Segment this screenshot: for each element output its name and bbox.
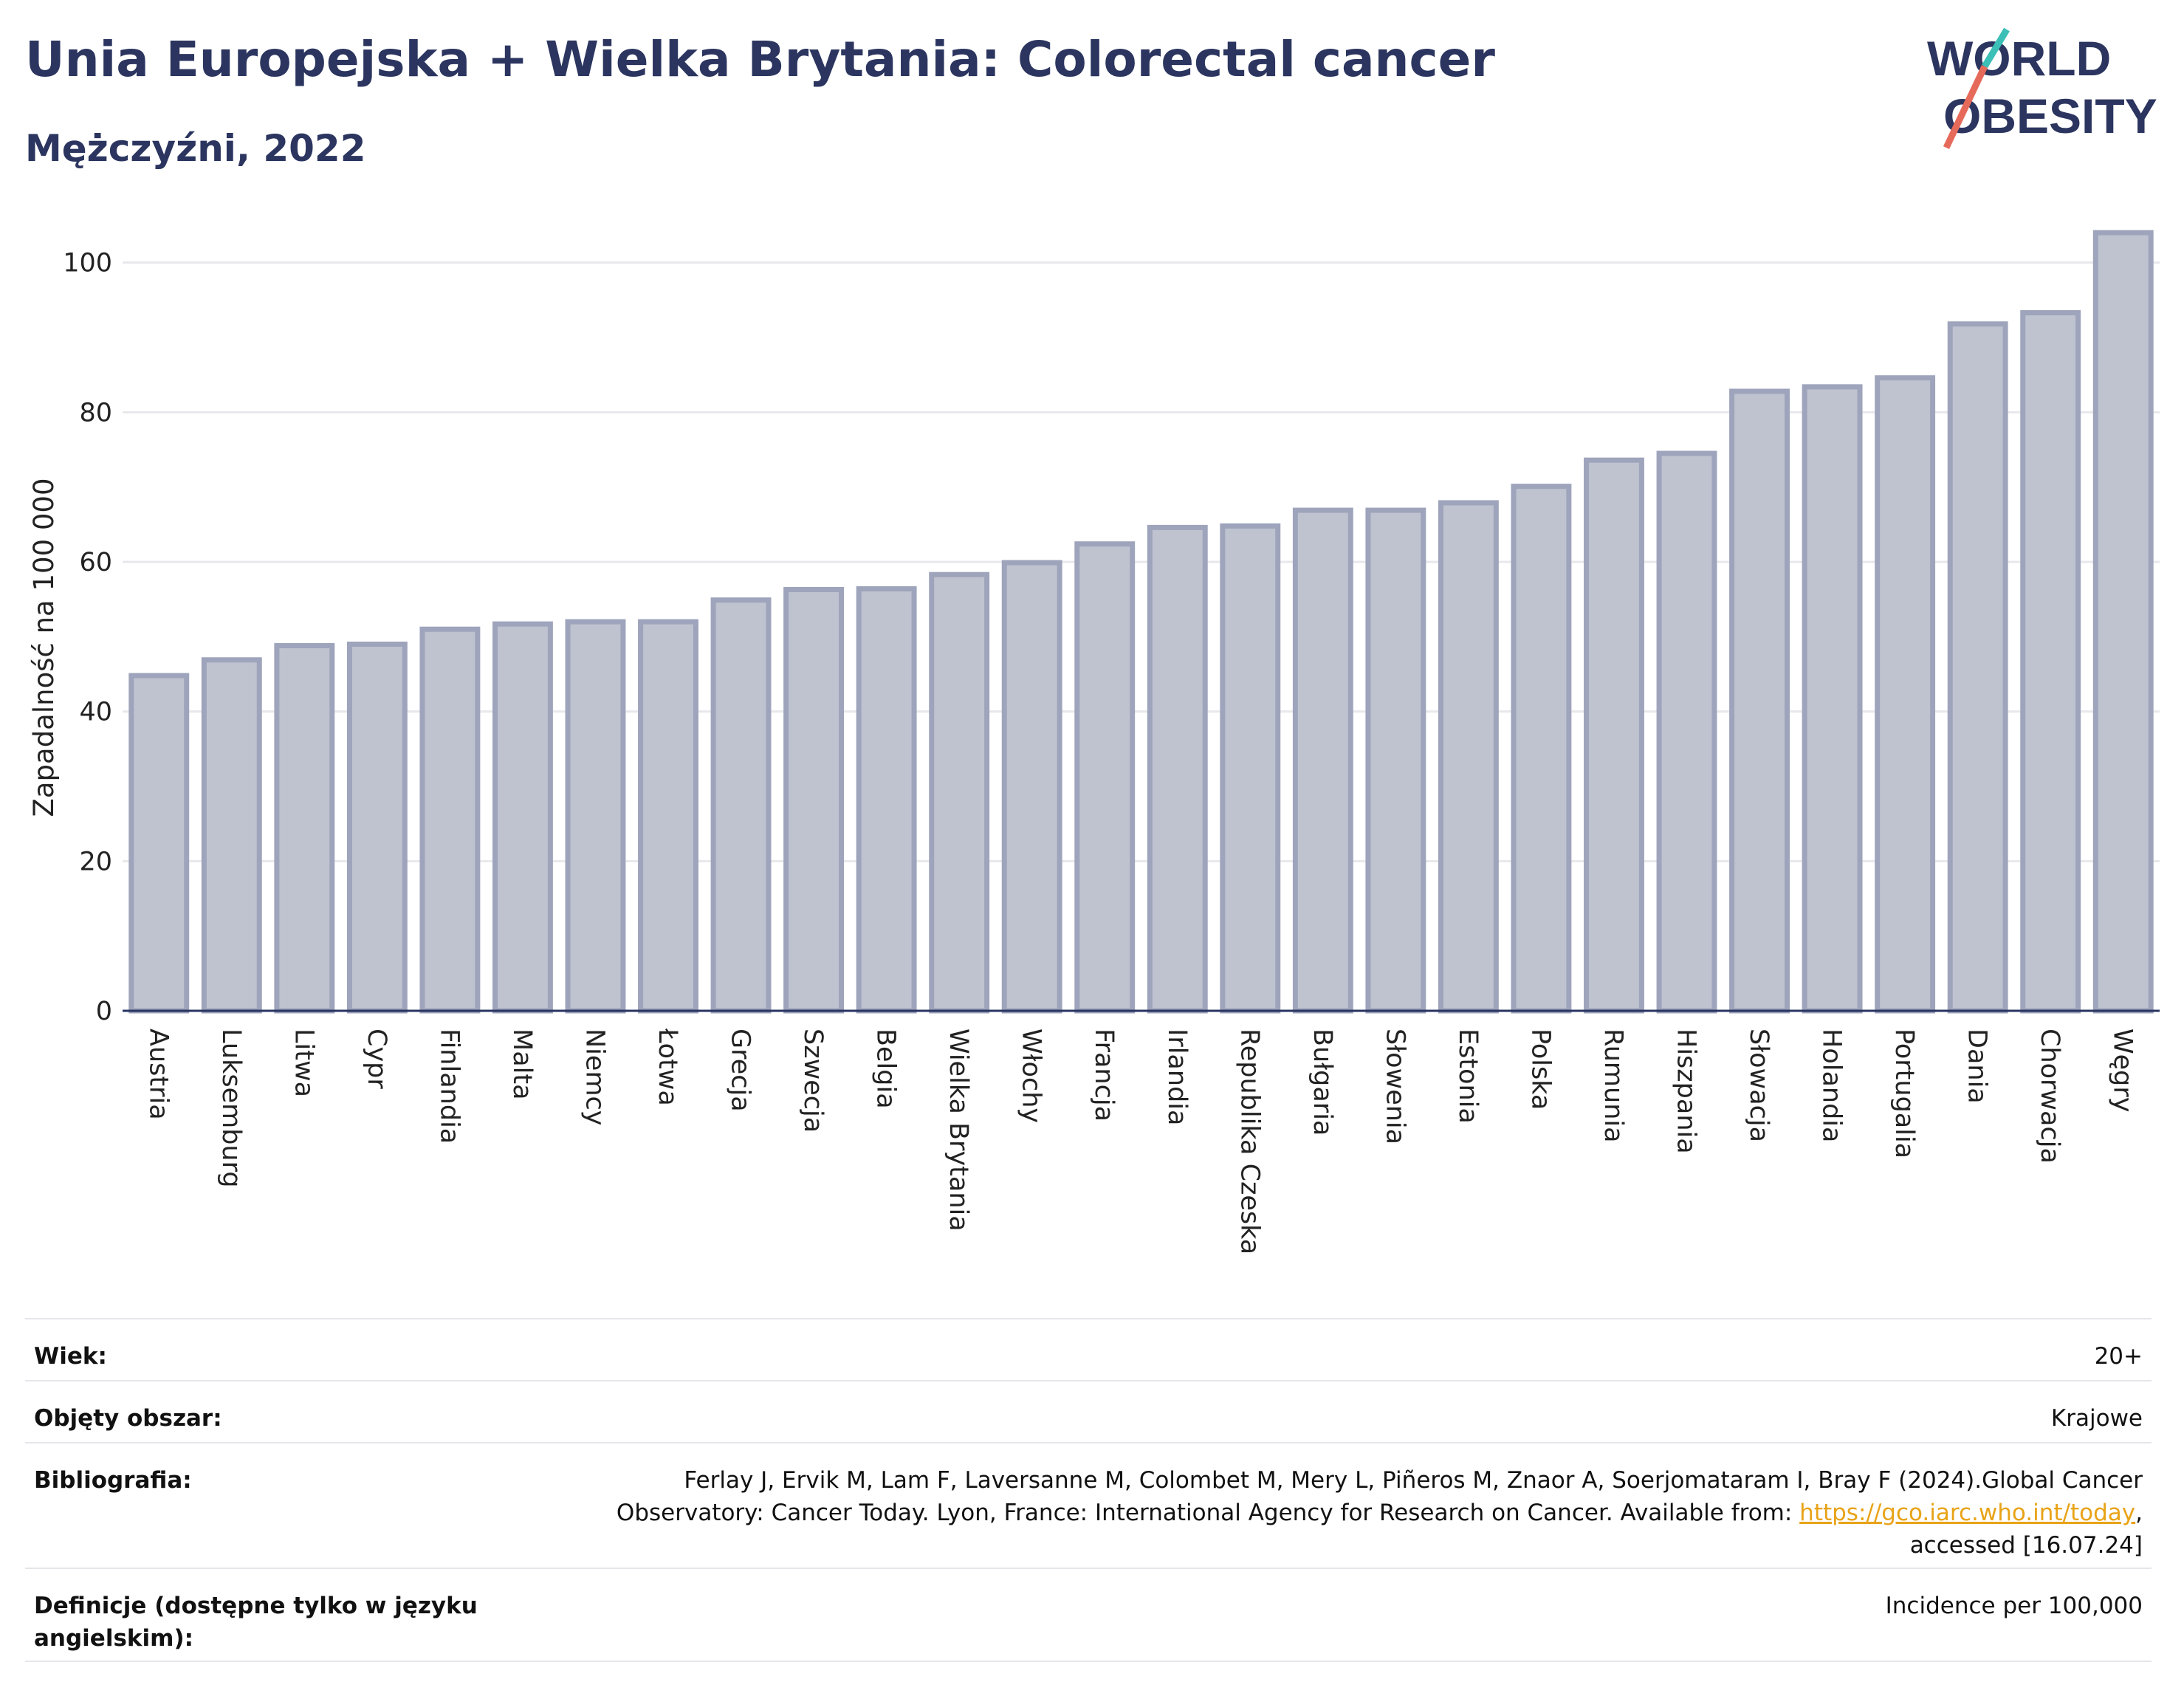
x-tick-label: Wielka Brytania	[944, 1029, 973, 1232]
bib-line2: Observatory: Cancer Today. Lyon, France:…	[617, 1497, 2143, 1529]
bar	[638, 619, 698, 1014]
bar	[274, 642, 335, 1014]
bar	[1365, 507, 1426, 1014]
y-tick-label: 100	[63, 249, 112, 278]
x-tick-label: Niemcy	[580, 1029, 609, 1126]
x-tick-label: Słowenia	[1380, 1029, 1409, 1144]
bar	[1074, 541, 1136, 1014]
bar	[1147, 524, 1208, 1014]
x-tick-label: Portugalia	[1889, 1029, 1919, 1158]
bar	[1220, 523, 1281, 1014]
meta-row-age: Wiek: 20+	[25, 1318, 2152, 1380]
x-tick-label: Chorwacja	[2035, 1029, 2064, 1164]
metadata-table: Wiek: 20+ Objęty obszar: Krajowe Bibliog…	[25, 1318, 2152, 1662]
meta-row-bibliography: Bibliografia: Ferlay J, Ervik M, Lam F, …	[25, 1442, 2152, 1568]
x-tick-label: Cypr	[362, 1029, 391, 1089]
bar	[128, 673, 190, 1014]
bar	[1438, 500, 1499, 1014]
x-tick-label: Dania	[1962, 1029, 1992, 1104]
meta-row-definitions: Definicje (dostępne tylko w języku angie…	[25, 1568, 2152, 1662]
definitions-value: Incidence per 100,000	[1885, 1593, 2143, 1619]
x-tick-label: Austria	[143, 1029, 173, 1120]
bar	[783, 586, 845, 1014]
y-tick-label: 60	[79, 548, 112, 577]
x-tick-label: Republika Czeska	[1234, 1029, 1264, 1254]
bar	[2020, 310, 2081, 1014]
y-tick-label: 20	[79, 847, 112, 876]
meta-row-area: Objęty obszar: Krajowe	[25, 1380, 2152, 1442]
bar	[1802, 384, 1863, 1014]
x-tick-label: Rumunia	[1598, 1029, 1628, 1143]
bar	[492, 621, 553, 1014]
bib-label: Bibliografia:	[34, 1467, 192, 1494]
bib-line3: accessed [16.07.24]	[1909, 1532, 2143, 1559]
bar	[1947, 321, 2008, 1014]
bar-chart: 0 20 40 60 80 100 Zapadalność na 100 000 Austri…	[28, 230, 2160, 1254]
chart-subtitle: Mężczyźni, 2022	[25, 127, 366, 170]
x-tick-label: Litwa	[289, 1029, 318, 1097]
x-tick-label: Włochy	[1017, 1029, 1046, 1123]
bar	[201, 657, 262, 1014]
bar	[1729, 388, 1790, 1014]
x-tick-label: Belgia	[871, 1029, 901, 1109]
x-tick-label: Słowacja	[1744, 1029, 1773, 1142]
area-label: Objęty obszar:	[34, 1405, 222, 1432]
x-tick-label: Estonia	[1453, 1029, 1483, 1124]
bar	[1001, 560, 1062, 1014]
x-tick-label: Irlandia	[1162, 1029, 1192, 1125]
x-tick-label: Finlandia	[434, 1029, 464, 1144]
x-tick-label: Malta	[507, 1029, 537, 1100]
bib-link[interactable]: https://gco.iarc.who.int/today	[1799, 1500, 2136, 1526]
bar	[346, 641, 408, 1014]
logo-slash-teal	[1982, 27, 2010, 69]
x-tick-label: Holandia	[1817, 1029, 1847, 1142]
bar	[2092, 230, 2154, 1014]
x-tick-label: Łotwa	[653, 1028, 682, 1106]
bar	[565, 619, 626, 1014]
bar	[1292, 507, 1353, 1014]
bar	[929, 571, 990, 1014]
y-tick-label: 40	[79, 698, 112, 727]
bar	[1511, 484, 1572, 1014]
chart-title: Unia Europejska + Wielka Brytania: Color…	[25, 31, 1495, 88]
bar	[1875, 375, 1936, 1014]
area-value: Krajowe	[2050, 1405, 2143, 1432]
bar	[419, 626, 481, 1014]
y-tick-label: 0	[96, 997, 112, 1026]
x-tick-label: Hiszpania	[1672, 1029, 1701, 1154]
bib-line1: Ferlay J, Ervik M, Lam F, Laversanne M, …	[684, 1467, 2143, 1494]
age-label: Wiek:	[34, 1343, 107, 1370]
logo-line1: WORLD	[1927, 31, 2111, 86]
logo-line2: OBESITY	[1943, 89, 2157, 143]
bib-line2-end: ,	[2135, 1500, 2143, 1526]
x-tick-label: Luksemburg	[216, 1029, 246, 1188]
x-tick-label: Szwecja	[798, 1029, 828, 1133]
bar	[1656, 450, 1717, 1014]
y-tick-label: 80	[79, 398, 112, 428]
age-value: 20+	[2094, 1343, 2143, 1370]
x-tick-label: Francja	[1089, 1029, 1119, 1122]
y-axis-label: Zapadalność na 100 000	[28, 478, 60, 817]
x-tick-label: Polska	[1525, 1029, 1555, 1110]
x-tick-label: Grecja	[726, 1029, 755, 1112]
definitions-label: Definicje (dostępne tylko w języku angie…	[34, 1593, 478, 1652]
bar	[856, 586, 917, 1014]
logo-slash-red	[1943, 65, 1988, 149]
x-tick-label: Węgry	[2108, 1029, 2137, 1112]
bib-line2-text: Observatory: Cancer Today. Lyon, France:…	[616, 1500, 1800, 1526]
bar	[710, 597, 772, 1014]
bar	[1584, 457, 1644, 1014]
world-obesity-logo: WORLD OBESITY	[1927, 27, 2157, 149]
bib-value: Ferlay J, Ervik M, Lam F, Laversanne M, …	[617, 1443, 2152, 1568]
x-tick-label: Bułgaria	[1308, 1029, 1337, 1136]
